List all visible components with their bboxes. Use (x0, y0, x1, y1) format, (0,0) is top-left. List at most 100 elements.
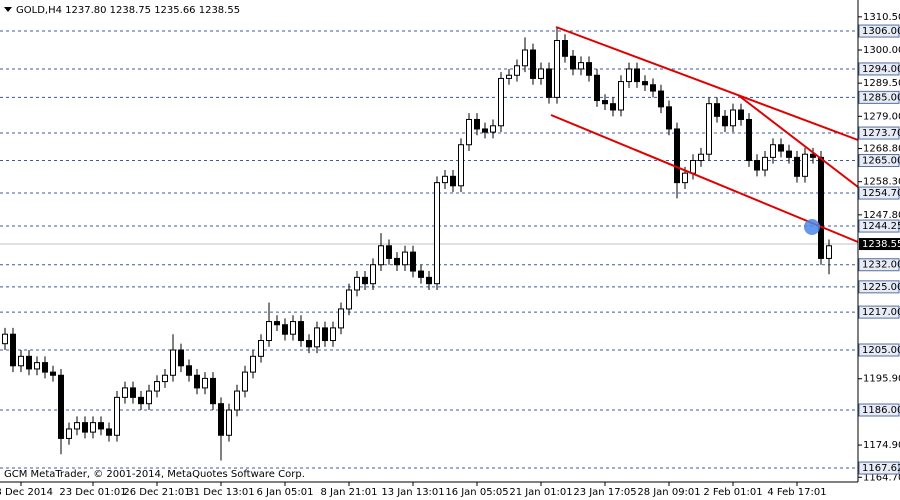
candle-body (546, 68, 552, 98)
level-box (858, 305, 900, 319)
level-label: 1265.00 (862, 156, 900, 167)
menu-arrow[interactable] (4, 7, 12, 12)
candle-body (586, 62, 592, 76)
axes: 1310.50 1300.00 1289.50 1279.00 1268.80 1258.… (0, 12, 900, 498)
candle-body (674, 128, 680, 184)
x-tick-label: 31 Dec 13:01 (187, 487, 254, 498)
level-box (858, 258, 900, 272)
candle-body (50, 371, 56, 376)
candle-body (98, 422, 104, 430)
candle-body (362, 276, 368, 285)
x-tick-label: 4 Feb 17:01 (767, 487, 826, 498)
candle-body (754, 160, 760, 171)
level-box (858, 403, 900, 417)
candle-body (482, 128, 488, 133)
trendline (550, 114, 859, 243)
candle-body (202, 377, 208, 389)
candle-body (466, 118, 472, 146)
candle-body (690, 160, 696, 174)
level-box (858, 126, 900, 140)
level-label: 1306.00 (862, 26, 900, 37)
candle-body (602, 100, 608, 105)
candle-body (66, 428, 72, 439)
level-box (858, 62, 900, 76)
candle-body (650, 84, 656, 92)
candle-body (490, 125, 496, 133)
candle-body (106, 428, 112, 436)
level-label: 1285.00 (862, 92, 900, 103)
x-tick-label: 8 Jan 21:01 (321, 487, 378, 498)
candle-body (130, 387, 136, 398)
candle-body (514, 65, 520, 76)
candle-body (170, 349, 176, 376)
candle-body (210, 377, 216, 405)
candle-body (338, 308, 344, 329)
candle-body (554, 40, 560, 98)
level-box (858, 461, 900, 475)
candle-body (458, 144, 464, 187)
candle-body (666, 106, 672, 130)
candle-body (570, 55, 576, 70)
level-label: 1244.25 (862, 221, 900, 232)
candle-body (530, 49, 536, 79)
y-tick-label: 1247.80 (863, 210, 900, 221)
candle-body (370, 264, 376, 285)
candle-body (138, 396, 144, 405)
candle-body (242, 371, 248, 392)
candle-body (498, 77, 504, 127)
level-box (858, 280, 900, 294)
candle-body (194, 374, 200, 389)
candle-body (42, 362, 48, 373)
candle-body (698, 153, 704, 162)
y-tick-label: 1258.30 (863, 177, 900, 188)
candle-body (306, 340, 312, 348)
candle-body (594, 74, 600, 102)
level-label: 1254.70 (862, 188, 900, 199)
candle-body (770, 144, 776, 158)
candle-body (314, 327, 320, 348)
candle-body (386, 245, 392, 259)
candle-body (298, 321, 304, 342)
candle-body (410, 251, 416, 272)
candle-body (634, 68, 640, 83)
candle-body (626, 68, 632, 83)
candle-body (346, 289, 352, 310)
candle-body (746, 118, 752, 162)
candle-body (826, 245, 832, 259)
level-label: 1294.00 (862, 64, 900, 75)
candle-body (402, 251, 408, 266)
candle-body (794, 156, 800, 177)
x-tick-label: 18 Dec 2014 (0, 487, 53, 498)
y-tick-label: 1174.90 (863, 440, 900, 451)
candle-body (82, 422, 88, 433)
candle-body (818, 156, 824, 259)
copyright: GCM MetaTrader, © 2001-2014, MetaQuotes … (4, 469, 305, 480)
chart-title: GOLD,H4 1237.80 1238.75 1235.66 1238.55 (16, 5, 240, 16)
candle-body (330, 327, 336, 342)
y-tick-label: 1268.80 (863, 144, 900, 155)
y-tick-label: 1300.00 (863, 45, 900, 56)
y-tick-label: 1310.50 (863, 12, 900, 23)
candle-body (426, 276, 432, 285)
y-tick-label: 1279.00 (863, 111, 900, 122)
candle-body (442, 175, 448, 184)
candle-body (290, 321, 296, 335)
level-box (858, 154, 900, 168)
candle-body (74, 422, 80, 430)
candle-body (266, 321, 272, 342)
y-tick-label: 1195.90 (863, 374, 900, 385)
candle-body (274, 321, 280, 326)
candle-body (778, 144, 784, 152)
level-label: 1225.00 (862, 282, 900, 293)
candle-body (258, 340, 264, 357)
candle-body (234, 390, 240, 411)
candle-body (34, 362, 40, 370)
candle-body (114, 396, 120, 436)
candle-body (450, 175, 456, 187)
candles (2, 27, 832, 461)
current-price-box (859, 238, 900, 251)
x-tick-label: 23 Jan 17:05 (573, 487, 636, 498)
candle-body (162, 374, 168, 383)
candle-body (154, 381, 160, 392)
